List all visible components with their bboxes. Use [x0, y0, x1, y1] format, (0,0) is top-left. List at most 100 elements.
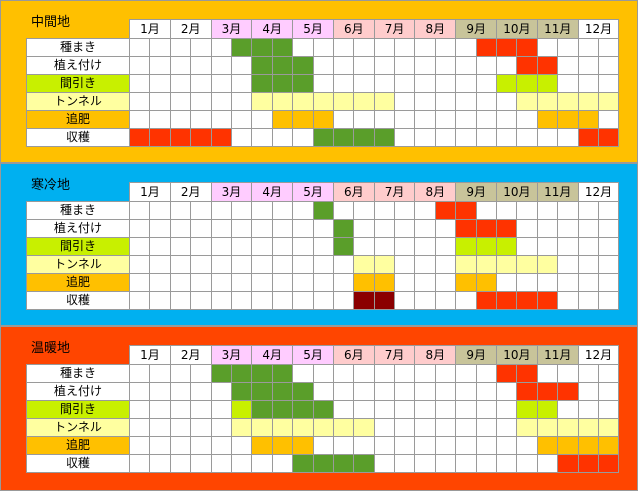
schedule-cell — [536, 219, 559, 238]
schedule-cell — [516, 56, 538, 75]
schedule-cell — [210, 128, 232, 147]
schedule-cell — [230, 128, 253, 147]
schedule-cell — [394, 364, 416, 383]
schedule-cell — [128, 74, 151, 93]
schedule-cell — [577, 128, 599, 147]
schedule-cell — [312, 92, 334, 111]
schedule-cell — [271, 237, 294, 256]
schedule-cell — [149, 364, 171, 383]
schedule-cell — [251, 74, 273, 93]
month-header: 9月 — [455, 182, 498, 202]
schedule-cell — [210, 436, 232, 455]
task-label: 間引き — [26, 237, 130, 256]
schedule-cell — [230, 291, 253, 310]
task-label: 種まき — [26, 201, 130, 220]
task-row: 植え付け — [26, 382, 620, 401]
task-row: 種まき — [26, 38, 620, 57]
schedule-cell — [190, 436, 212, 455]
schedule-cell — [169, 74, 192, 93]
task-label: 追肥 — [26, 273, 130, 292]
schedule-cell — [271, 400, 294, 419]
schedule-cell — [516, 38, 538, 57]
schedule-cell — [149, 92, 171, 111]
schedule-cell — [496, 201, 518, 220]
schedule-cell — [292, 291, 314, 310]
schedule-cell — [414, 436, 436, 455]
schedule-cell — [577, 382, 599, 401]
schedule-cell — [373, 237, 396, 256]
task-label: トンネル — [26, 255, 130, 274]
schedule-cell — [475, 219, 498, 238]
task-row: 収穫 — [26, 128, 620, 147]
schedule-cell — [516, 237, 538, 256]
schedule-cell — [312, 255, 334, 274]
schedule-cell — [516, 418, 538, 437]
schedule-cell — [414, 255, 436, 274]
schedule-cell — [434, 56, 457, 75]
schedule-cell — [353, 110, 375, 129]
schedule-cell — [210, 38, 232, 57]
schedule-cell — [414, 382, 436, 401]
schedule-cell — [577, 364, 599, 383]
schedule-cell — [597, 400, 620, 419]
month-header: 2月 — [169, 345, 212, 365]
schedule-cell — [353, 201, 375, 220]
schedule-cell — [169, 237, 192, 256]
task-row: 種まき — [26, 201, 620, 220]
schedule-cell — [597, 291, 620, 310]
schedule-cell — [332, 255, 355, 274]
schedule-cell — [455, 74, 477, 93]
schedule-cell — [251, 454, 273, 473]
schedule-cell — [149, 128, 171, 147]
schedule-cell — [169, 436, 192, 455]
schedule-cell — [230, 38, 253, 57]
schedule-cell — [475, 291, 498, 310]
schedule-cell — [149, 291, 171, 310]
schedule-cell — [373, 74, 396, 93]
schedule-cell — [271, 56, 294, 75]
schedule-cell — [475, 400, 498, 419]
schedule-cell — [434, 237, 457, 256]
month-header: 11月 — [536, 182, 579, 202]
schedule-cell — [536, 237, 559, 256]
schedule-cell — [271, 291, 294, 310]
task-label: 追肥 — [26, 436, 130, 455]
schedule-cell — [169, 92, 192, 111]
schedule-cell — [312, 219, 334, 238]
schedule-cell — [169, 128, 192, 147]
schedule-cell — [496, 273, 518, 292]
schedule-cell — [475, 454, 498, 473]
task-label: 植え付け — [26, 382, 130, 401]
schedule-cell — [536, 454, 559, 473]
schedule-cell — [414, 400, 436, 419]
schedule-cell — [557, 56, 579, 75]
schedule-cell — [455, 255, 477, 274]
region-title: 温暖地 — [31, 341, 71, 356]
schedule-cell — [292, 201, 314, 220]
schedule-cell — [190, 291, 212, 310]
month-header: 6月 — [332, 182, 375, 202]
schedule-cell — [190, 56, 212, 75]
schedule-cell — [190, 364, 212, 383]
schedule-cell — [271, 128, 294, 147]
schedule-cell — [536, 273, 559, 292]
schedule-cell — [455, 110, 477, 129]
schedule-cell — [597, 436, 620, 455]
schedule-cell — [475, 74, 498, 93]
schedule-cell — [128, 255, 151, 274]
task-row: 収穫 — [26, 291, 620, 310]
schedule-cell — [292, 128, 314, 147]
schedule-cell — [434, 454, 457, 473]
schedule-cell — [271, 201, 294, 220]
schedule-cell — [475, 56, 498, 75]
schedule-cell — [577, 92, 599, 111]
schedule-cell — [475, 38, 498, 57]
schedule-cell — [455, 400, 477, 419]
schedule-cell — [394, 219, 416, 238]
schedule-cell — [271, 74, 294, 93]
schedule-cell — [353, 436, 375, 455]
schedule-cell — [434, 364, 457, 383]
schedule-cell — [210, 201, 232, 220]
schedule-cell — [353, 454, 375, 473]
schedule-cell — [577, 201, 599, 220]
